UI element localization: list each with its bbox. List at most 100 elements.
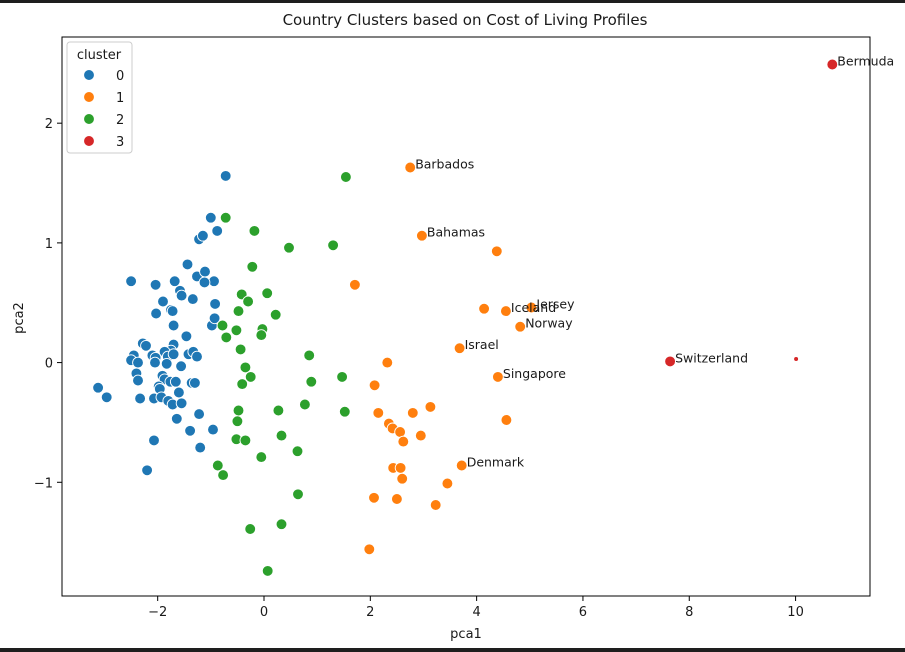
annotation-label: Bermuda bbox=[837, 54, 894, 69]
y-tick-label: 2 bbox=[45, 117, 53, 132]
point-cluster-2 bbox=[255, 329, 268, 341]
point-cluster-2 bbox=[232, 404, 245, 417]
point-cluster-1 bbox=[363, 543, 376, 556]
point-cluster-0 bbox=[173, 386, 185, 399]
legend-marker bbox=[83, 113, 95, 125]
point-cluster-2 bbox=[216, 319, 229, 332]
point-cluster-0 bbox=[92, 381, 104, 394]
legend-marker bbox=[83, 91, 95, 103]
point-cluster-0 bbox=[198, 276, 211, 289]
point-cluster-0 bbox=[132, 356, 144, 369]
point-cluster-0 bbox=[149, 278, 162, 291]
x-tick-label: 10 bbox=[787, 605, 804, 620]
point-cluster-1 bbox=[492, 371, 504, 383]
y-axis-ticks: −1 0 1 2 bbox=[34, 117, 62, 491]
point-cluster-1 bbox=[441, 477, 454, 490]
point-cluster-0 bbox=[140, 339, 152, 352]
legend: cluster 0 1 2 3 bbox=[66, 41, 133, 154]
point-cluster-2 bbox=[231, 415, 244, 428]
annotation-label: Iceland bbox=[511, 300, 556, 315]
point-cluster-0 bbox=[211, 225, 224, 237]
point-cluster-2 bbox=[242, 295, 254, 308]
legend-label: 3 bbox=[116, 135, 124, 150]
legend-marker bbox=[83, 135, 95, 147]
point-cluster-0 bbox=[199, 265, 211, 278]
point-cluster-0 bbox=[167, 348, 180, 361]
point-cluster-2 bbox=[299, 398, 311, 411]
point-cluster-2 bbox=[211, 459, 224, 472]
point-cluster-2 bbox=[244, 523, 257, 535]
point-cluster-2 bbox=[219, 211, 232, 224]
point-cluster-1 bbox=[490, 245, 503, 258]
point-cluster-0 bbox=[180, 330, 193, 343]
point-cluster-1 bbox=[381, 356, 394, 369]
point-cluster-1 bbox=[453, 342, 466, 355]
point-cluster-2 bbox=[340, 171, 352, 183]
point-cluster-3 bbox=[664, 355, 676, 368]
point-cluster-2 bbox=[217, 469, 229, 481]
point-cluster-0 bbox=[100, 391, 113, 404]
point-cluster-2 bbox=[239, 434, 252, 447]
point-cluster-1 bbox=[424, 401, 437, 413]
annotation-label: Israel bbox=[465, 337, 499, 352]
point-cluster-2 bbox=[255, 451, 268, 463]
point-cluster-0 bbox=[169, 375, 182, 388]
point-cluster-1 bbox=[514, 320, 527, 333]
annotation-label: Jersey bbox=[535, 297, 575, 312]
point-cluster-0 bbox=[207, 423, 219, 436]
point-cluster-2 bbox=[336, 371, 348, 383]
point-cluster-1 bbox=[500, 414, 513, 426]
point-cluster-0 bbox=[168, 275, 181, 288]
annotation-label: Switzerland bbox=[675, 350, 748, 365]
point-cluster-2 bbox=[291, 445, 304, 458]
point-cluster-2 bbox=[269, 308, 282, 321]
point-cluster-1 bbox=[368, 379, 381, 392]
point-cluster-2 bbox=[244, 371, 257, 383]
x-tick-label: 2 bbox=[366, 605, 374, 620]
point-cluster-0 bbox=[209, 298, 221, 310]
point-cluster-2 bbox=[283, 241, 295, 254]
legend-entries: 0 1 2 3 bbox=[83, 69, 124, 150]
y-tick-label: 0 bbox=[45, 357, 53, 372]
point-cluster-2 bbox=[338, 405, 351, 418]
point-cluster-2 bbox=[305, 375, 318, 388]
point-cluster-1 bbox=[396, 472, 409, 485]
point-cluster-2 bbox=[292, 488, 304, 501]
point-cluster-0 bbox=[181, 258, 194, 271]
point-cluster-1 bbox=[349, 278, 361, 291]
point-cluster-2 bbox=[261, 565, 274, 577]
point-cluster-0 bbox=[186, 293, 199, 305]
point-cluster-1 bbox=[429, 499, 442, 511]
annotation-label: Denmark bbox=[467, 455, 525, 470]
point-cluster-2 bbox=[234, 343, 247, 356]
top-border bbox=[0, 0, 905, 3]
annotation-label: Singapore bbox=[503, 366, 566, 381]
point-cluster-0 bbox=[166, 305, 179, 317]
y-axis-label: pca2 bbox=[12, 302, 27, 334]
x-tick-label: 4 bbox=[472, 605, 480, 620]
points-layer bbox=[92, 58, 839, 577]
annotations-layer: Bermuda Barbados Bahamas JerseyIcelandNorwa… bbox=[415, 54, 894, 470]
point-cluster-0 bbox=[191, 350, 203, 363]
point-cluster-2 bbox=[272, 404, 285, 417]
point-cluster-0 bbox=[204, 211, 217, 224]
point-cluster-2 bbox=[248, 225, 261, 237]
point-cluster-1 bbox=[397, 435, 410, 448]
plot-area bbox=[61, 36, 871, 597]
annotation-label: Bahamas bbox=[427, 225, 485, 240]
point-cluster-1 bbox=[414, 429, 427, 442]
point-cluster-0 bbox=[219, 170, 232, 182]
x-axis-ticks: −2 0 2 4 6 8 10 bbox=[148, 596, 804, 620]
point-cluster-2 bbox=[230, 324, 243, 337]
point-cluster-0 bbox=[132, 374, 144, 387]
point-cluster-2 bbox=[220, 331, 233, 344]
x-tick-label: 0 bbox=[260, 605, 268, 620]
point-cluster-1 bbox=[368, 491, 380, 504]
legend-label: 2 bbox=[116, 113, 124, 128]
y-tick-label: 1 bbox=[45, 237, 53, 252]
point-cluster-0 bbox=[150, 307, 162, 320]
x-axis-label: pca1 bbox=[450, 627, 482, 642]
chart-title: Country Clusters based on Cost of Living… bbox=[283, 11, 648, 29]
point-cluster-1 bbox=[394, 462, 407, 474]
